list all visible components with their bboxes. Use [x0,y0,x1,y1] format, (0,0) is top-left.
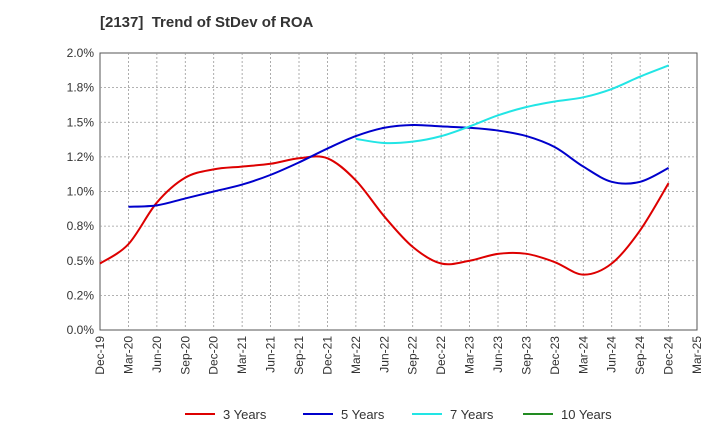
series-line-3-years [99,155,670,276]
legend: 3 Years 5 Years 7 Years 10 Years [185,407,612,422]
y-tick-label: 1.0% [67,185,95,199]
x-tick-label: Sep-20 [178,336,192,375]
y-tick-label: 2.0% [67,46,95,60]
x-tick-label: Dec-23 [548,336,562,375]
x-tick-label: Jun-22 [377,336,391,373]
x-tick-label: Jun-23 [491,336,505,373]
legend-label-3-years: 3 Years [223,407,267,422]
x-tick-label: Dec-21 [320,336,334,375]
legend-label-5-years: 5 Years [341,407,385,422]
y-tick-label: 0.2% [67,288,95,302]
x-tick-label: Mar-23 [463,336,477,374]
x-tick-label: Dec-24 [662,336,676,375]
grid-lines [100,53,697,330]
x-tick-label: Sep-21 [292,336,306,375]
y-tick-label: 0.8% [67,219,95,233]
x-tick-label: Mar-20 [121,336,135,374]
y-tick-label: 1.8% [67,81,95,95]
x-tick-label: Jun-24 [605,336,619,373]
y-tick-label: 0.0% [67,323,95,337]
x-tick-label: Dec-22 [434,336,448,375]
legend-label-10-years: 10 Years [561,407,612,422]
x-tick-label: Dec-19 [93,336,107,375]
x-tick-label: Jun-21 [264,336,278,373]
x-tick-label: Dec-20 [207,336,221,375]
y-tick-label: 1.2% [67,150,95,164]
x-tick-label: Sep-24 [633,336,647,375]
x-tick-label: Mar-21 [235,336,249,374]
x-tick-label: Sep-22 [406,336,420,375]
x-tick-label: Mar-22 [349,336,363,374]
x-axis-ticks: Dec-19 Mar-20 Jun-20 Sep-20 Dec-20 Mar-21 Jun-… [93,336,704,375]
legend-label-7-years: 7 Years [450,407,494,422]
series-lines [99,64,670,276]
x-tick-label: Sep-23 [519,336,533,375]
y-tick-label: 0.5% [67,254,95,268]
x-tick-label: Mar-25 [690,336,704,374]
series-line-5-years [128,123,670,208]
series-line-7-years [355,64,669,145]
chart-title: [2137] Trend of StDev of ROA [100,14,314,31]
x-tick-label: Mar-24 [576,336,590,374]
y-axis-ticks: 0.0% 0.2% 0.5% 0.8% 1.0% 1.2% 1.5% 1.8% 2.0% [67,46,95,337]
x-tick-label: Jun-20 [150,336,164,373]
y-tick-label: 1.5% [67,115,95,129]
